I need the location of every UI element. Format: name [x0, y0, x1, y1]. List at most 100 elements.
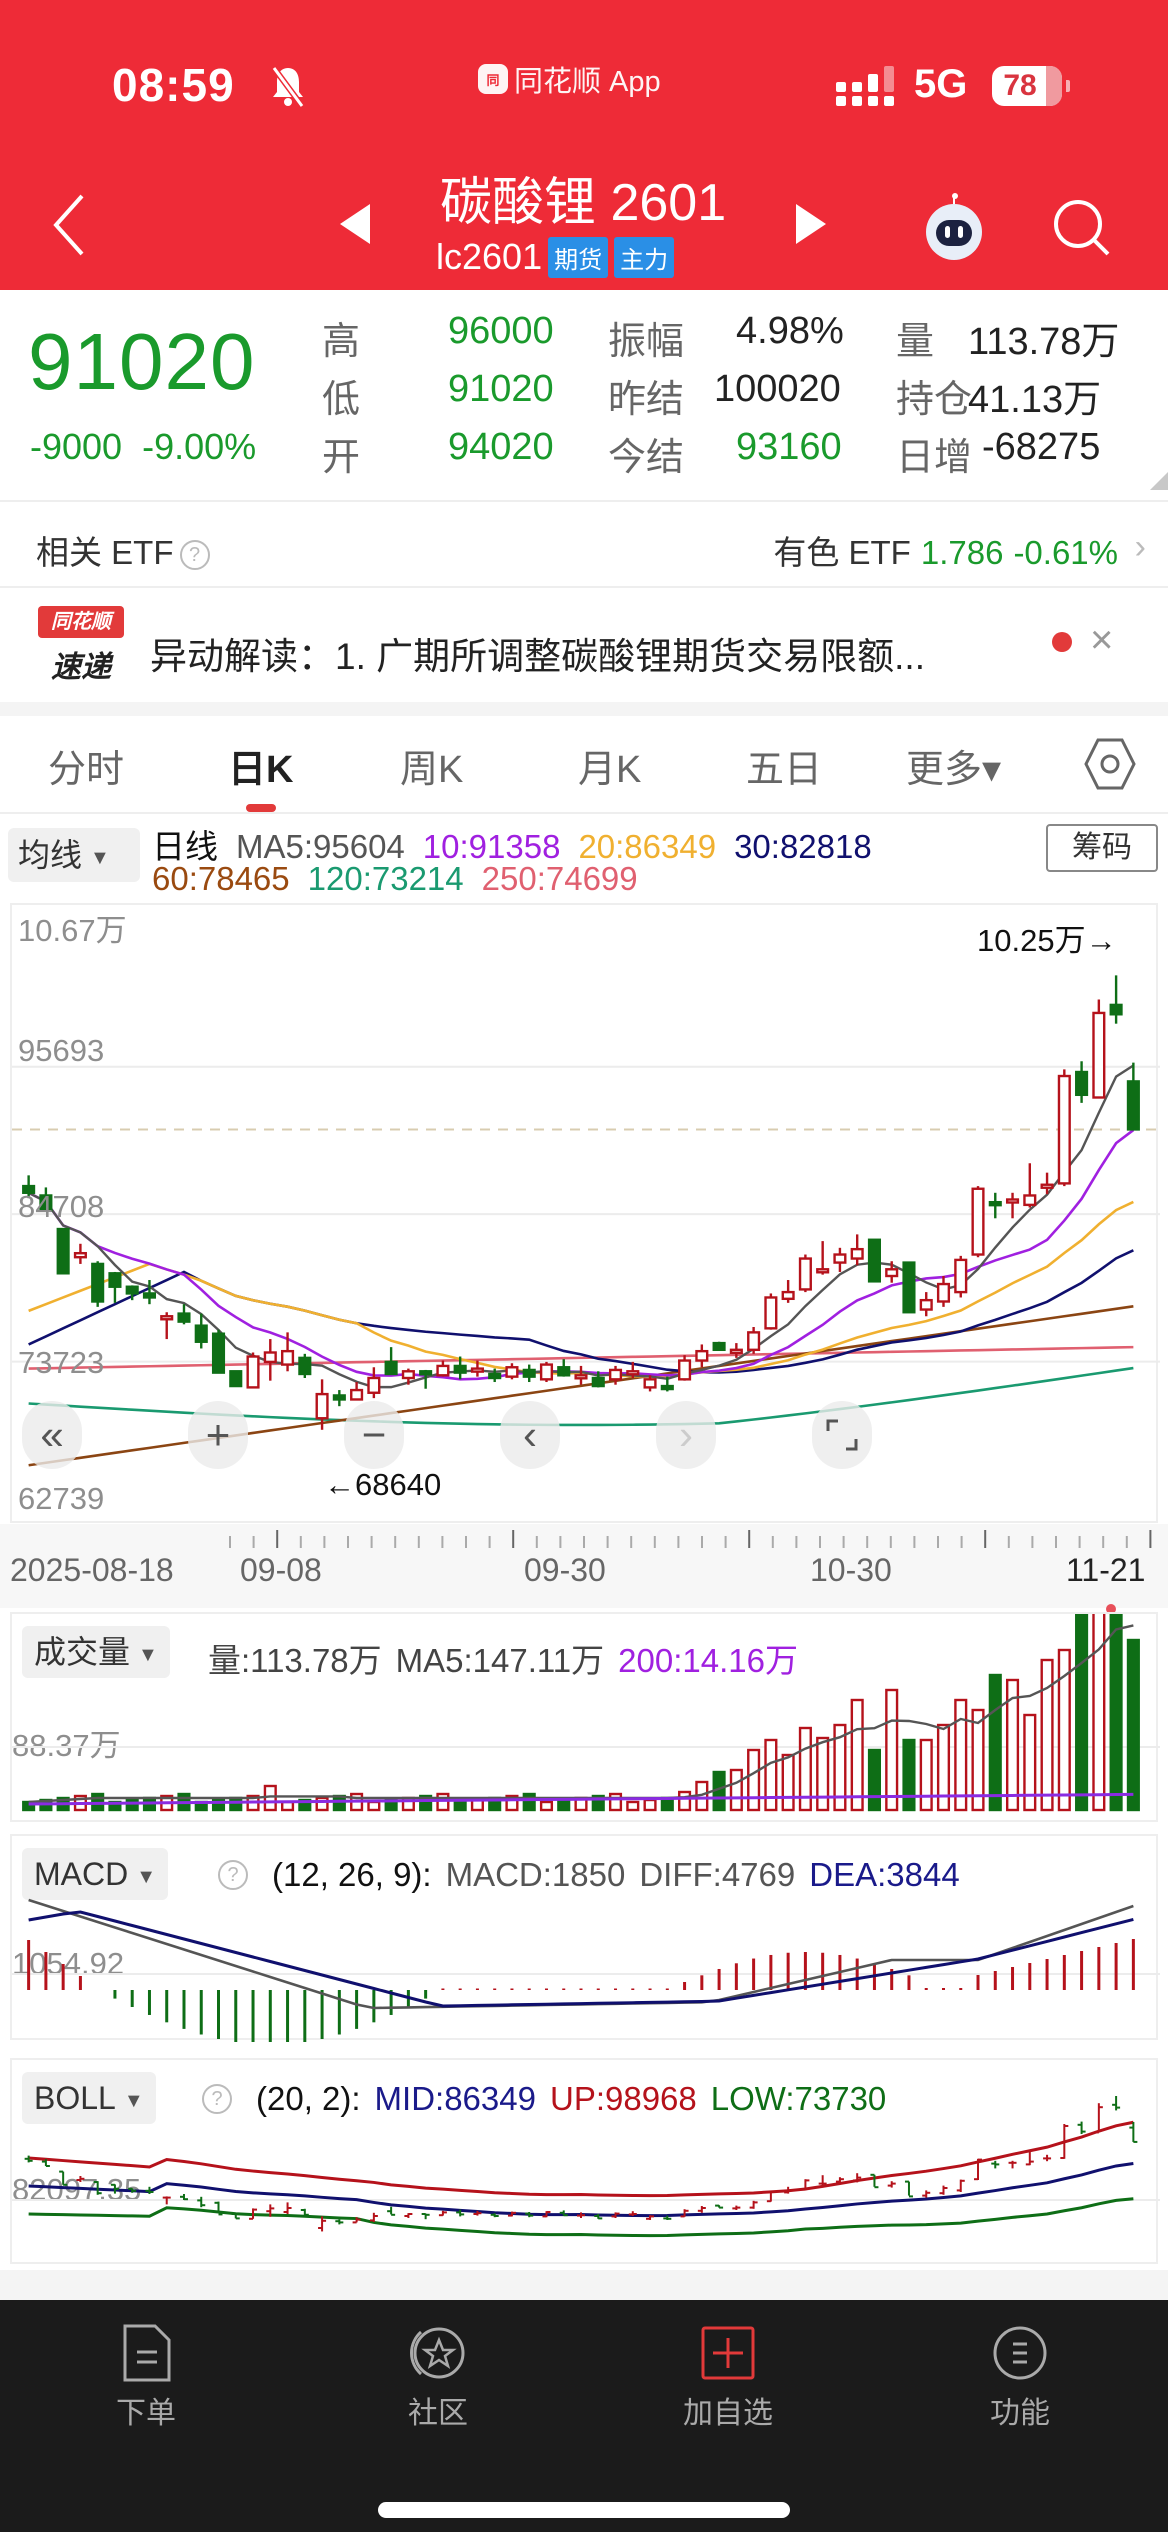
tab-monthly-k[interactable]: 月K: [578, 749, 642, 791]
tab-five-day[interactable]: 五日: [746, 749, 823, 791]
fullscreen-icon: [826, 1419, 858, 1451]
section-divider: [0, 702, 1168, 716]
macd-panel[interactable]: MACD ▼ ? (12, 26, 9): MACD:1850 DIFF:4769 DE…: [10, 1834, 1160, 2042]
date-label-start: 2025-08-18: [10, 1552, 174, 1588]
kline-canvas[interactable]: [12, 905, 1160, 1525]
zoom-out-button[interactable]: −: [344, 1401, 404, 1469]
date-label-end: 11-21: [1066, 1552, 1146, 1588]
scroll-left-button[interactable]: ‹: [500, 1401, 560, 1469]
last-price: 91020: [28, 317, 256, 406]
quote-row-high: 高 96000 振幅 4.98% 量 113.78万: [322, 310, 1120, 363]
menu-circle-icon: [993, 2326, 1047, 2380]
news-text[interactable]: 异动解读：1. 广期所调整碳酸锂期货交易限额...: [150, 636, 925, 677]
contract-subtitle: lc2601 期货 主力: [436, 236, 675, 278]
kline-chart[interactable]: 10.67万 95693 84708 73723 62739 10.25万→ ←…: [10, 903, 1160, 1525]
indicator-select-ma[interactable]: 均线 ▼: [8, 828, 140, 882]
related-etf-label: 相关 ETF?: [36, 526, 210, 574]
volume-bars: [12, 1614, 1160, 1812]
tab-intraday[interactable]: 分时: [48, 749, 125, 791]
y-axis-label-bottom: 62739: [18, 1481, 105, 1516]
add-watchlist-icon: [701, 2326, 755, 2380]
period-tabs: 分时 日K 周K 月K 五日 更多▾: [0, 716, 1168, 814]
quote-row-open: 开 94020 今结 93160 日增 -68275: [322, 426, 1101, 479]
y-axis-label-2: 95693: [18, 1033, 105, 1068]
next-contract-button[interactable]: [796, 204, 826, 244]
help-icon[interactable]: ?: [179, 540, 210, 571]
indicator-select-macd[interactable]: MACD ▼: [22, 1848, 169, 1900]
ma-values-row2: 60:78465 120:73214 250:74699: [152, 860, 638, 897]
search-icon[interactable]: [1050, 196, 1114, 260]
date-axis[interactable]: 2025-08-18 09-08 09-30 10-30 11-21: [0, 1524, 1168, 1614]
y-axis-label-4: 73723: [18, 1345, 105, 1380]
macd-y-label: 1054.92: [12, 1946, 125, 1981]
volume-legend: 量:113.78万 MA5:147.11万 200:14.16万: [208, 1642, 798, 1679]
unread-dot-icon: [1052, 632, 1072, 652]
tab-weekly-k[interactable]: 周K: [400, 749, 464, 791]
fullscreen-button[interactable]: [812, 1401, 872, 1469]
prev-contract-button[interactable]: [340, 204, 370, 244]
zoom-in-button[interactable]: +: [188, 1401, 248, 1469]
boll-legend: (20, 2): MID:86349 UP:98968 LOW:73730: [256, 2080, 887, 2117]
period-high-marker: 10.25万→: [977, 923, 1117, 958]
settings-hexagon-icon[interactable]: [1084, 736, 1136, 792]
tab-more[interactable]: 更多▾: [906, 749, 1002, 791]
date-label-3: 09-30: [524, 1552, 606, 1588]
chips-distribution-button[interactable]: 筹码: [1046, 824, 1158, 872]
app-header: 08:59 同 同花顺 App 5G 78 碳酸锂 2601 lc2601 期货…: [0, 0, 1168, 290]
price-change: -9000 -9.00%: [30, 426, 257, 467]
nav-functions[interactable]: 功能: [960, 2324, 1080, 2432]
nav-order[interactable]: 下单: [86, 2324, 206, 2432]
bottom-spacer: [0, 2270, 1168, 2300]
current-date-dot: [1106, 1604, 1116, 1614]
indicator-select-boll[interactable]: BOLL ▼: [22, 2072, 156, 2124]
volume-panel[interactable]: 成交量 ▼ 量:113.78万 MA5:147.11万 200:14.16万 88.3…: [10, 1612, 1160, 1822]
indicator-select-volume[interactable]: 成交量 ▼: [22, 1626, 170, 1678]
macd-histogram: [12, 1898, 1160, 2042]
ma-legend: 均线 ▼ 日线 MA5:95604 10:91358 20:86349 30:82818 …: [0, 816, 1168, 906]
battery-tip: [1066, 80, 1070, 92]
scroll-to-start-button[interactable]: «: [22, 1401, 82, 1469]
boll-panel[interactable]: BOLL ▼ ? (20, 2): MID:86349 UP:98968 LOW:737…: [10, 2058, 1160, 2264]
chevron-right-icon: ›: [1134, 528, 1146, 566]
home-indicator[interactable]: [378, 2502, 790, 2518]
ma-values-row1: 日线 MA5:95604 10:91358 20:86349 30:82818: [152, 828, 872, 865]
boll-help-icon[interactable]: ?: [202, 2084, 232, 2114]
ai-assistant-robot-icon[interactable]: [918, 192, 990, 264]
nav-community[interactable]: 社区: [378, 2324, 498, 2432]
back-button[interactable]: [50, 190, 90, 260]
date-label-2: 09-08: [240, 1552, 322, 1588]
contract-code: lc2601: [436, 236, 543, 277]
date-label-4: 10-30: [810, 1552, 892, 1588]
futures-tag: 期货: [548, 236, 609, 278]
date-tick-marks: [229, 1530, 1152, 1548]
news-logo-icon: 同花顺 速递: [38, 606, 124, 686]
related-etf-row[interactable]: 相关 ETF? 有色 ETF 1.786 -0.61% ›: [0, 500, 1168, 588]
y-axis-label-top: 10.67万: [18, 913, 127, 948]
main-contract-tag: 主力: [614, 236, 675, 278]
network-type: 5G: [914, 62, 968, 106]
contract-title: 碳酸锂 2601: [440, 174, 727, 232]
macd-help-icon[interactable]: ?: [218, 1860, 248, 1890]
tab-daily-k[interactable]: 日K: [228, 749, 294, 791]
scroll-right-button[interactable]: ›: [656, 1401, 716, 1469]
signal-icon: [836, 66, 894, 106]
period-low-marker: ←68640: [324, 1467, 442, 1502]
quote-row-low: 低 91020 昨结 100020 持仓 41.13万: [322, 368, 1102, 421]
bottom-nav: 下单 社区 加自选 功能: [0, 2300, 1168, 2532]
source-app-label: 同 同花顺 App: [478, 58, 661, 100]
active-tab-indicator: [246, 804, 276, 812]
order-doc-icon: [123, 2324, 171, 2382]
community-star-icon: [410, 2327, 465, 2379]
battery-icon: 78: [992, 66, 1062, 106]
y-axis-label-3: 84708: [18, 1189, 105, 1224]
news-banner[interactable]: 同花顺 速递 异动解读：1. 广期所调整碳酸锂期货交易限额... ×: [0, 590, 1168, 702]
quote-panel: 91020 -9000 -9.00% 高 96000 振幅 4.98% 量 11…: [0, 290, 1168, 490]
boll-bands: [12, 2096, 1160, 2238]
app-logo-icon: 同: [478, 64, 508, 94]
etf-quote: 有色 ETF 1.786 -0.61%: [773, 534, 1118, 571]
nav-add-watchlist[interactable]: 加自选: [668, 2324, 788, 2432]
expand-corner-icon[interactable]: [1150, 472, 1168, 490]
macd-legend: (12, 26, 9): MACD:1850 DIFF:4769 DEA:3844: [272, 1856, 960, 1893]
close-news-button[interactable]: ×: [1090, 618, 1114, 662]
status-time: 08:59: [112, 59, 235, 111]
